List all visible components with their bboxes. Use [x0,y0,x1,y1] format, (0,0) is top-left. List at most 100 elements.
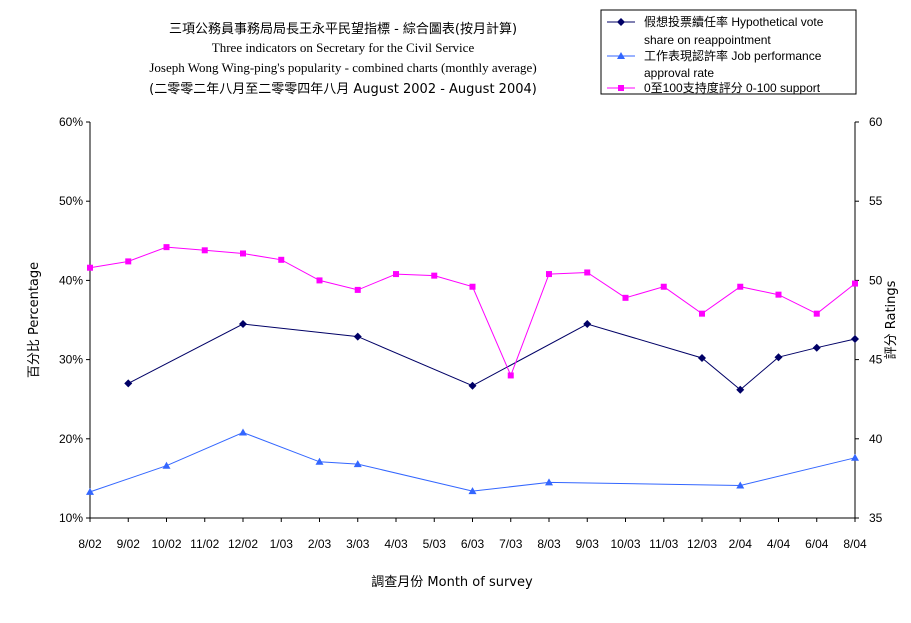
data-point-triangle [315,457,324,465]
series-square [87,244,858,379]
chart-title: 三項公務員事務局局長王永平民望指標 - 綜合圖表(按月計算) Three ind… [149,21,537,97]
data-point-diamond [851,335,859,344]
y-axis-title-right: 評分 Ratings [884,280,899,359]
data-point-square [393,271,399,278]
x-tick-label: 11/03 [649,537,678,551]
legend-vote-label-2: share on reappointment [644,33,771,47]
data-point-square [660,283,667,290]
data-point-diamond [698,354,706,363]
series-triangle [86,428,859,495]
series-diamond [124,319,859,394]
x-tick-label: 8/04 [843,537,867,551]
x-tick-label: 11/02 [190,537,219,551]
legend-support-label: 0至100支持度評分 0-100 support [644,80,821,95]
data-point-square [546,271,552,278]
x-tick-label: 12/03 [687,537,717,551]
data-point-square [431,272,438,279]
data-point-square [354,286,361,293]
legend-support-marker [618,85,624,91]
data-point-diamond [812,343,821,352]
legend-approval-label-2: approval rate [644,66,714,80]
legend-vote-label-1: 假想投票續任率 Hypothetical vote [644,14,824,29]
left-tick-label: 60% [59,115,83,129]
data-point-diamond [353,332,362,341]
x-axis-title: 調查月份 Month of survey [371,575,533,590]
series-layer [86,244,859,495]
right-axis-ticks: 35 40 45 50 55 60 [855,115,883,525]
data-point-diamond [468,381,477,390]
data-point-square [125,258,132,265]
x-tick-label: 5/03 [423,537,447,551]
legend-item-approval: 工作表現認許率 Job performance approval rate [607,48,822,80]
data-point-square [852,280,858,287]
x-tick-label: 9/02 [117,537,141,551]
x-tick-label: 2/04 [729,537,753,551]
x-tick-label: 2/03 [308,537,332,551]
title-line-1: 三項公務員事務局局長王永平民望指標 - 綜合圖表(按月計算) [169,21,517,37]
x-tick-label: 10/03 [610,537,640,551]
data-point-triangle [468,487,477,495]
data-point-square [240,250,246,257]
left-axis-ticks: 10% 20% 30% 40% 50% 60% [59,115,90,525]
data-point-diamond [736,385,745,394]
legend-item-support: 0至100支持度評分 0-100 support [607,80,821,95]
data-point-square [163,244,170,251]
data-point-diamond [774,353,783,362]
legend-approval-marker [617,52,625,59]
data-point-triangle [851,453,859,461]
title-line-4: (二零零二年八月至二零零四年八月 August 2002 - August 20… [149,82,537,97]
data-point-square [507,372,514,379]
y-axis-title-left: 百分比 Percentage [27,262,42,378]
data-point-square [469,283,476,290]
x-tick-label: 12/02 [228,537,258,551]
right-tick-label: 45 [869,353,883,367]
x-tick-label: 8/03 [537,537,561,551]
left-tick-label: 30% [59,353,83,367]
x-axis-ticks: 8/02 9/02 10/02 11/02 12/02 1/03 2/03 3/03 4/03 5… [78,518,867,551]
x-tick-label: 4/04 [767,537,791,551]
right-tick-label: 55 [869,194,883,208]
data-point-triangle [86,487,94,495]
x-tick-label: 7/03 [499,537,523,551]
right-tick-label: 35 [869,511,883,525]
x-tick-label: 6/03 [461,537,485,551]
axes [89,122,856,519]
legend-box [600,9,857,95]
data-point-triangle [239,428,247,436]
data-point-triangle [545,478,553,486]
left-tick-label: 50% [59,194,83,208]
data-point-triangle [162,461,171,469]
left-tick-label: 10% [59,511,83,525]
title-line-3: Joseph Wong Wing-ping's popularity - com… [149,60,536,75]
legend-item-vote: 假想投票續任率 Hypothetical vote share on reapp… [607,14,824,47]
data-point-square [201,247,208,254]
x-tick-label: 3/03 [346,537,370,551]
data-point-diamond [583,319,592,328]
x-tick-label: 8/02 [78,537,102,551]
series-line [89,246,856,377]
data-point-triangle [736,481,745,489]
right-tick-label: 40 [869,432,883,446]
data-point-triangle [353,460,362,468]
x-tick-label: 1/03 [270,537,294,551]
x-tick-label: 6/04 [805,537,829,551]
data-point-square [813,310,820,317]
data-point-square [278,256,285,263]
legend-vote-marker [617,18,625,26]
legend-approval-label-1: 工作表現認許率 Job performance [644,48,822,63]
left-tick-label: 20% [59,432,83,446]
right-tick-label: 50 [869,273,883,287]
data-point-square [737,283,744,290]
data-point-square [622,294,629,301]
data-point-diamond [124,379,133,388]
data-point-square [584,269,591,276]
series-line [128,323,856,391]
data-point-diamond [239,319,247,328]
title-line-2: Three indicators on Secretary for the Ci… [212,40,475,55]
data-point-square [316,277,323,284]
x-tick-label: 9/03 [576,537,600,551]
data-point-square [775,291,782,298]
legend: 假想投票續任率 Hypothetical vote share on reapp… [600,9,857,95]
data-point-square [87,264,93,271]
